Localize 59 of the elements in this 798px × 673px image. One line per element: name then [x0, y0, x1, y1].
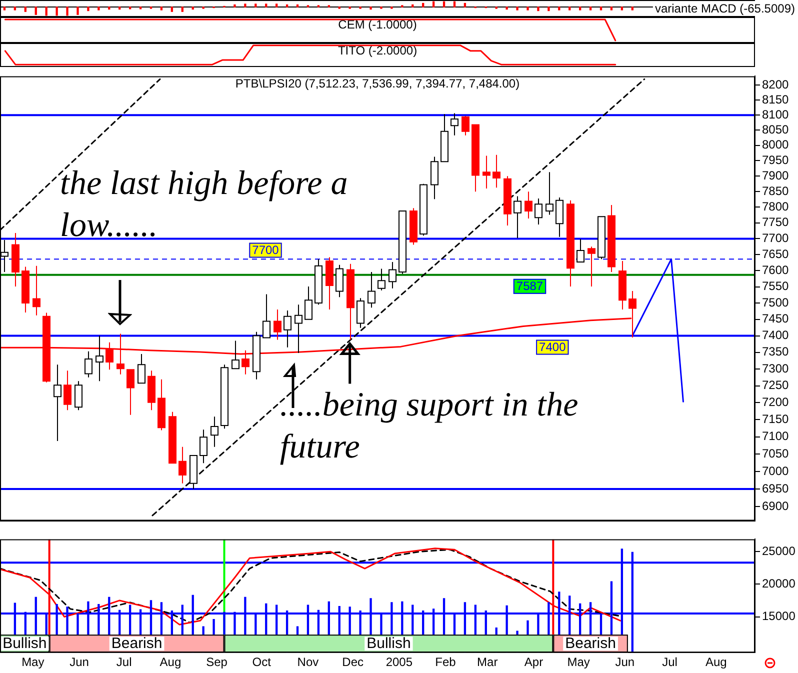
y-tick-label: 7050	[762, 446, 790, 460]
y-tick-label: 7150	[762, 412, 790, 426]
y-tick-label: 7800	[762, 200, 790, 214]
y-tick-label: 25000	[762, 544, 796, 558]
y-tick-label: 7100	[762, 429, 790, 444]
y-tick-label: 7750	[762, 215, 790, 230]
x-tick-label: Mar	[477, 655, 498, 670]
y-tick-label: 8050	[762, 122, 790, 137]
y-tick-label: 8200	[762, 77, 790, 92]
x-tick-label: Aug	[160, 655, 182, 670]
x-tick-label: Sep	[206, 655, 228, 670]
annotation: .....being suport in the future	[280, 386, 578, 466]
x-tick-label: Aug	[705, 655, 727, 670]
x-tick-label: Jun	[615, 655, 635, 670]
x-tick-label: Feb	[435, 655, 456, 670]
y-tick-label: 7500	[762, 295, 790, 310]
x-tick-label: 2005	[386, 655, 413, 670]
y-tick-label: 15000	[762, 609, 796, 624]
y-tick-label: 7400	[762, 328, 790, 342]
y-tick-label: 7450	[762, 312, 790, 326]
ref-line-label: 7400	[539, 340, 566, 354]
y-tick-label: 7700	[762, 231, 790, 246]
y-tick-label: 7000	[762, 464, 790, 478]
band-label: Bullish	[366, 635, 411, 652]
band-label: Bearish	[111, 635, 162, 652]
x-tick-label: May	[22, 655, 44, 670]
y-tick-label: 7600	[762, 262, 790, 277]
chart-title: PTB\LPSI20 (7,512.23, 7,536.99, 7,394.77, 7,484.00)	[235, 76, 520, 91]
x-tick-label: Apr	[524, 655, 544, 670]
x-tick-label: May	[567, 655, 590, 670]
y-tick-label: 7650	[762, 246, 790, 261]
ref-line-label: 7700	[252, 243, 280, 258]
y-tick-label: 7550	[762, 279, 790, 294]
y-tick-label: 7250	[762, 378, 790, 392]
y-tick-label: 7350	[762, 344, 790, 359]
y-tick-label: 6900	[762, 498, 790, 513]
chart-title: variante MACD (-65.5009)	[654, 1, 795, 16]
chart-title: CEM (-1.0000)	[338, 17, 417, 32]
chart-title: TITO (-2.0000)	[338, 43, 418, 58]
y-tick-label: 7950	[762, 153, 790, 168]
y-tick-label: 8100	[762, 107, 790, 122]
x-tick-label: Nov	[297, 655, 319, 670]
x-tick-label: Jul	[116, 655, 132, 670]
y-tick-label: 7900	[762, 168, 790, 182]
y-tick-label: 20000	[762, 576, 796, 590]
y-tick-label: 7200	[762, 394, 790, 409]
x-tick-label: Oct	[252, 655, 272, 670]
x-tick-label: Dec	[342, 655, 364, 670]
band-label: Bullish	[2, 635, 47, 652]
ref-line-label: 7587	[516, 279, 544, 294]
annotation: the last high before a low......	[60, 165, 348, 244]
y-tick-label: 6950	[762, 481, 790, 496]
x-tick-label: Jul	[662, 655, 678, 670]
band-label: Bearish	[565, 635, 616, 652]
y-tick-label: 7850	[762, 184, 790, 198]
x-tick-label: Jun	[70, 655, 89, 670]
y-tick-label: 8000	[762, 138, 790, 152]
y-tick-label: 7300	[762, 361, 790, 376]
y-tick-label: 8150	[762, 92, 790, 106]
